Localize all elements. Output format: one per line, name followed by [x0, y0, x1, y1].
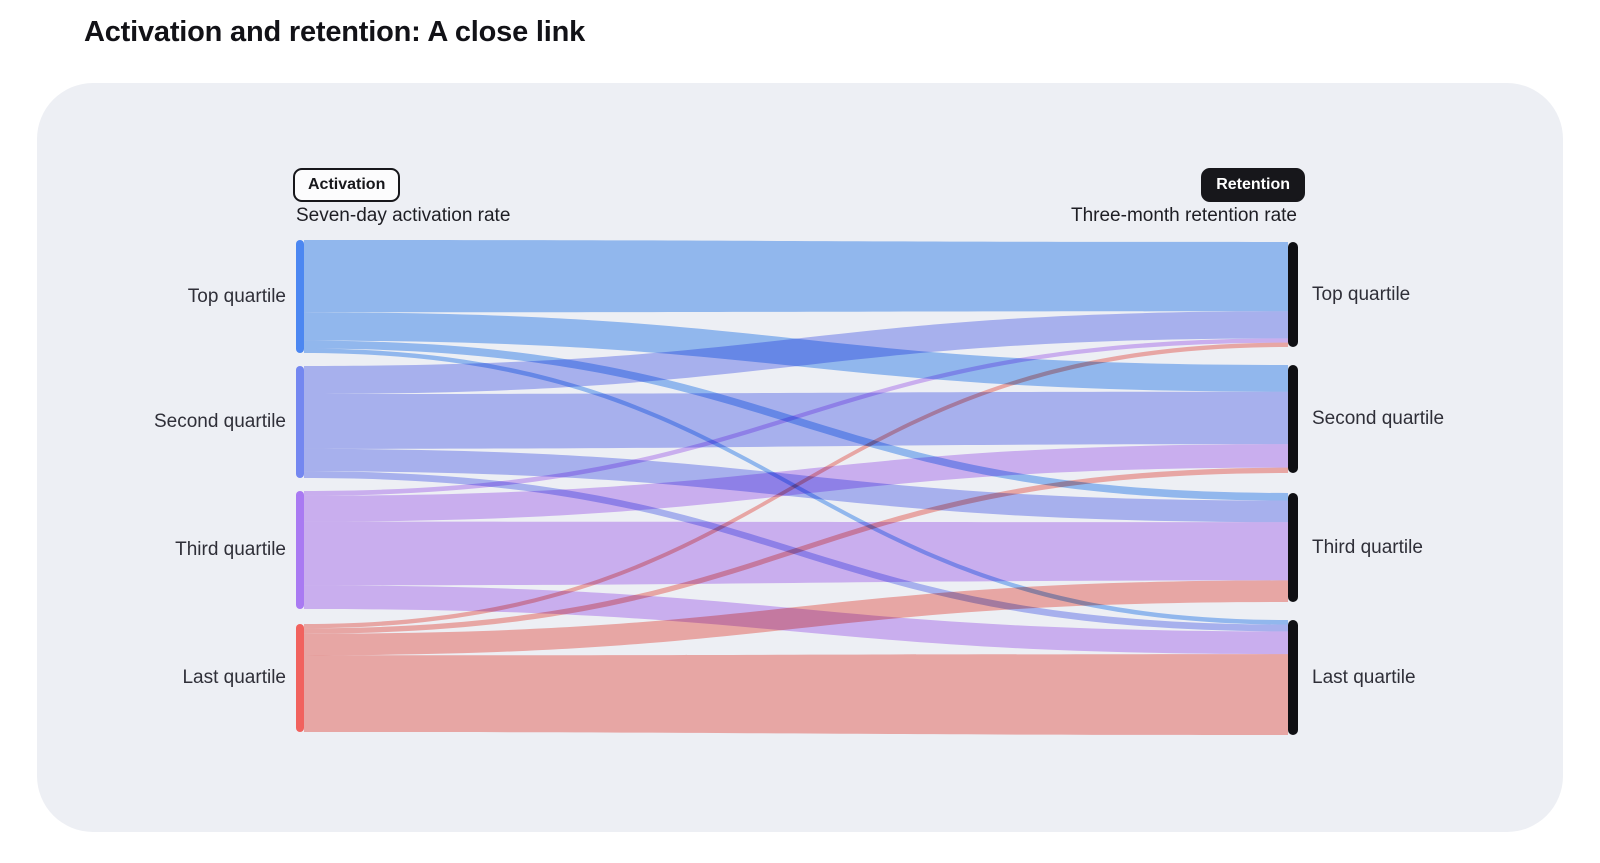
sankey-flow-last-quartile-to-second-quartile [304, 467, 1288, 634]
sankey-flow-last-quartile-to-last-quartile [304, 654, 1288, 735]
sankey-right-node-third-quartile [1288, 493, 1298, 602]
sankey-flow-last-quartile-to-top-quartile [304, 342, 1288, 629]
sankey-right-node-top-quartile [1288, 242, 1298, 347]
sankey-left-node-third-quartile [296, 491, 304, 609]
sankey-flow-second-quartile-to-top-quartile [304, 311, 1288, 394]
activation-column-subtitle: Seven-day activation rate [296, 205, 511, 226]
right-node-label-top-quartile: Top quartile [1312, 284, 1411, 305]
page-title: Activation and retention: A close link [84, 16, 586, 48]
sankey-flow-third-quartile-to-top-quartile [304, 338, 1288, 496]
right-node-label-second-quartile: Second quartile [1312, 408, 1445, 429]
sankey-flow-last-quartile-to-third-quartile [304, 580, 1288, 656]
sankey-flow-top-quartile-to-third-quartile [304, 340, 1288, 501]
sankey-chart [296, 240, 1298, 735]
right-node-label-last-quartile: Last quartile [1312, 667, 1416, 688]
left-node-label-top-quartile: Top quartile [187, 286, 286, 307]
retention-column-subtitle: Three-month retention rate [1070, 205, 1297, 226]
left-node-label-third-quartile: Third quartile [175, 539, 286, 560]
left-node-label-last-quartile: Last quartile [182, 667, 286, 688]
sankey-left-node-top-quartile [296, 240, 304, 353]
sankey-right-node-last-quartile [1288, 620, 1298, 735]
activation-badge: Activation [293, 168, 401, 202]
left-node-label-second-quartile: Second quartile [153, 411, 286, 432]
sankey-left-node-last-quartile [296, 624, 304, 732]
right-node-label-third-quartile: Third quartile [1312, 537, 1423, 558]
retention-badge: Retention [1201, 168, 1305, 202]
sankey-flow-top-quartile-to-top-quartile [304, 240, 1288, 313]
sankey-left-node-second-quartile [296, 366, 304, 478]
sankey-right-node-second-quartile [1288, 365, 1298, 473]
